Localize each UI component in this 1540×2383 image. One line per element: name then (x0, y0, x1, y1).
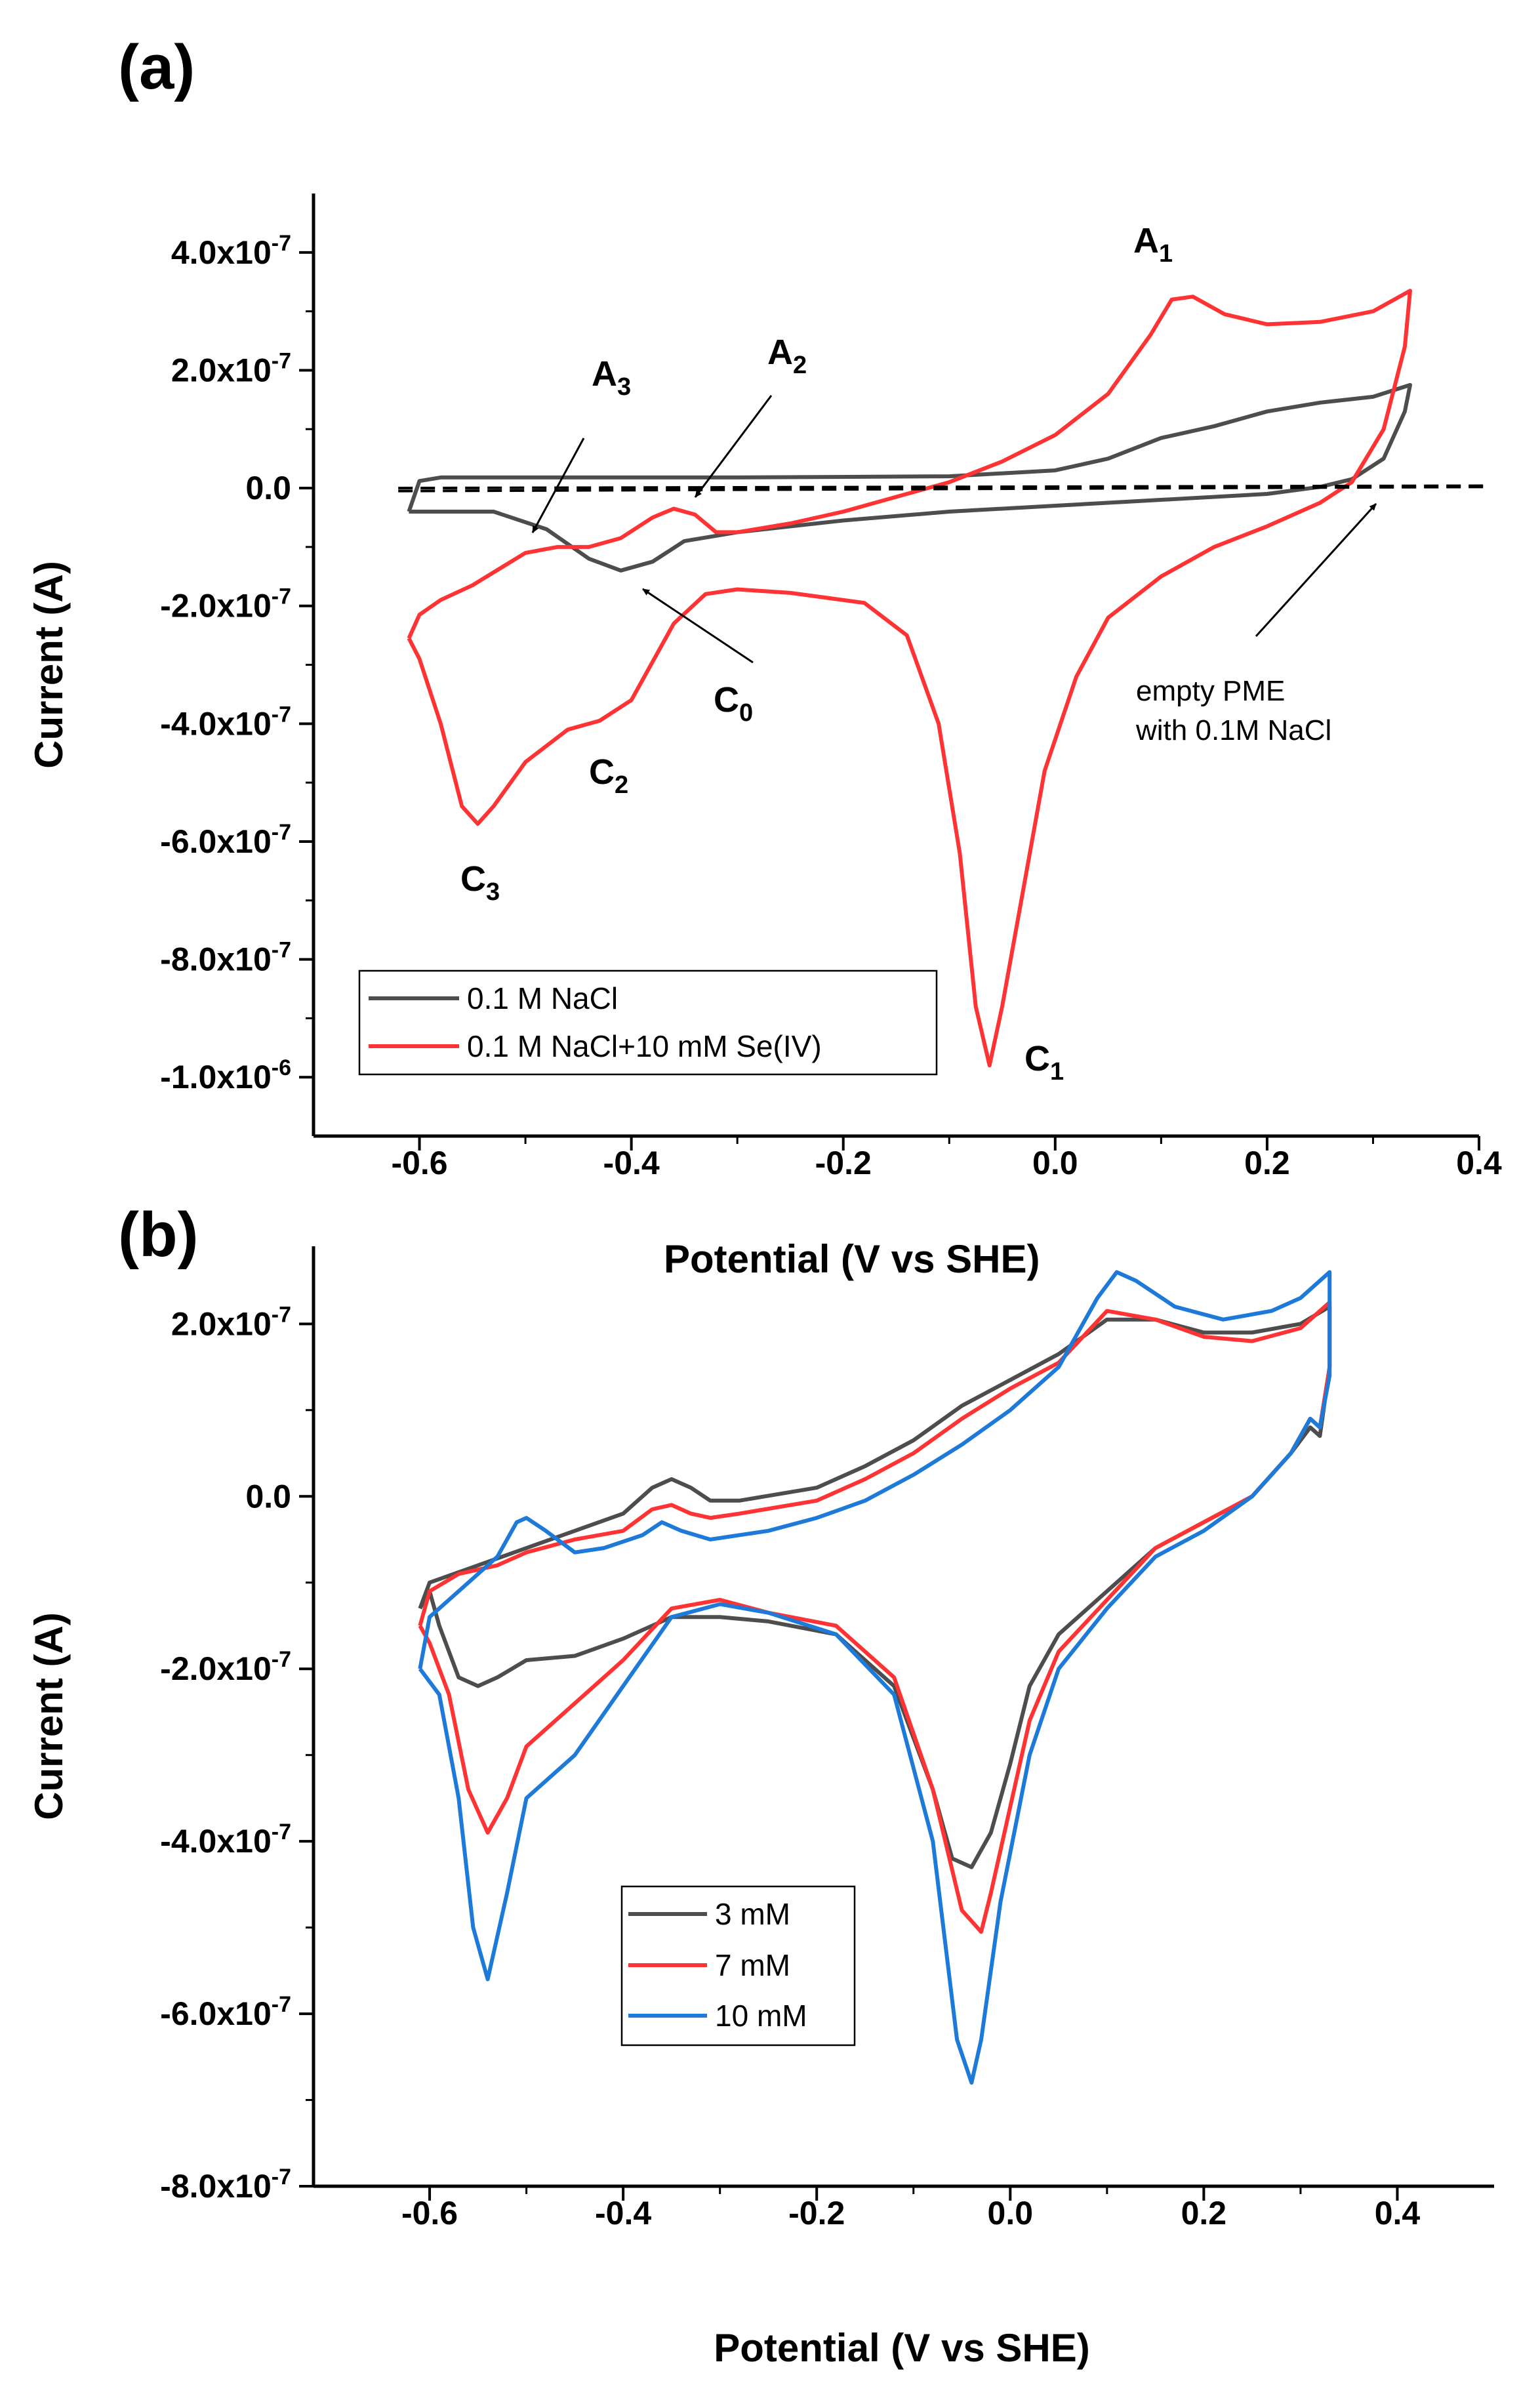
peak-label-c1-main: C (1024, 1039, 1050, 1078)
svg-text:C1: C1 (1024, 1039, 1064, 1086)
note-empty-pme-line2: with 0.1M NaCl (1135, 714, 1331, 746)
peak-label-c2-main: C (589, 752, 615, 792)
panel-a-x-tick-label: -0.6 (391, 1145, 447, 1181)
panel-b-y-tick-label: -8.0x10-7 (160, 2165, 291, 2205)
panel-a-x-tick-label: -0.2 (815, 1145, 872, 1181)
panel-a-series-1 (407, 289, 1412, 1068)
panel-b-axes: -0.6 -0.4 -0.2 0.0 0.2 0.4 2.0x10-7 0.0 -2.0x10-… (160, 1246, 1494, 2231)
panel-b-series-1 (418, 1300, 1332, 1934)
panel-a-x-tick-label: 0.0 (1032, 1145, 1078, 1181)
peak-label-c1: C1 (1024, 1039, 1064, 1086)
arrow-a2 (694, 395, 773, 498)
peak-label-a2: A2 (767, 333, 807, 379)
panel-b-y-tick-label: -4.0x10-7 (160, 1820, 291, 1860)
panel-b-y-tick-label: 0.0 (245, 1478, 291, 1515)
peak-label-a1-sub: 1 (1159, 240, 1173, 268)
peak-label-a3-main: A (592, 354, 617, 394)
panel-a-axes: -0.6 -0.4 -0.2 0.0 0.2 0.4 4.0x10-7 2.0x10-7 0.0… (160, 193, 1502, 1181)
panel-b-x-tick-label: -0.2 (788, 2195, 845, 2231)
peak-label-c0-main: C (714, 680, 739, 720)
arrow-a3 (531, 438, 585, 533)
panel-a-y-tick-label: 0.0 (245, 470, 291, 506)
svg-text:A2: A2 (767, 333, 807, 379)
panel-b-chart: (b) Potential (V vs SHE) -0.6 -0.4 -0.2 0.0… (27, 1200, 1494, 2370)
peak-label-a1-main: A (1133, 221, 1159, 260)
legend-label-nacl: 0.1 M NaCl (467, 981, 618, 1015)
svg-text:C0: C0 (714, 680, 753, 727)
panel-b-label: (b) (118, 1200, 199, 1270)
legend-label-nacl-se: 0.1 M NaCl+10 mM Se(IV) (467, 1029, 822, 1063)
peak-label-a3-sub: 3 (617, 373, 631, 401)
panel-a-y-tick-label: -8.0x10-7 (160, 938, 291, 978)
panel-a-y-tick-label: 4.0x10-7 (171, 231, 291, 271)
panel-a-series (398, 289, 1490, 1068)
peak-label-a3: A3 (592, 354, 631, 401)
panel-a-x-tick-label: -0.4 (603, 1145, 660, 1181)
panel-a-series-2 (398, 485, 1490, 493)
legend-label-3mm: 3 mM (715, 1897, 790, 1931)
panel-a-series-0 (407, 382, 1412, 573)
panel-a-y-axis-title: Current (A) (27, 561, 71, 769)
panel-a-label: (a) (118, 32, 195, 102)
panel-a-y-tick-label: -1.0x10-6 (160, 1055, 291, 1095)
panel-a-legend: 0.1 M NaCl 0.1 M NaCl+10 mM Se(IV) (358, 969, 938, 1076)
panel-a-series-3 (398, 484, 1490, 490)
panel-b-y-tick-label: -6.0x10-7 (160, 1992, 291, 2032)
peak-label-c3-sub: 3 (486, 878, 500, 906)
panel-b-x-tick-label: 0.4 (1375, 2195, 1421, 2231)
arrow-c0 (642, 588, 754, 664)
peak-label-c1-sub: 1 (1050, 1058, 1064, 1086)
peak-label-a1: A1 (1133, 221, 1173, 268)
panel-a-y-tick-label: -6.0x10-7 (160, 820, 291, 860)
panel-b-series-0 (418, 1305, 1332, 1869)
legend-label-10mm: 10 mM (715, 1999, 807, 2033)
peak-label-a2-sub: 2 (793, 352, 807, 379)
panel-a-y-tick-label: 2.0x10-7 (171, 348, 291, 388)
arrow-empty-pme (1255, 502, 1377, 638)
legend-label-7mm: 7 mM (715, 1948, 790, 1982)
panel-b-x-tick-label: 0.2 (1181, 2195, 1227, 2231)
panel-b-x-tick-label: -0.4 (595, 2195, 651, 2231)
svg-text:C2: C2 (589, 752, 628, 799)
peak-label-c2: C2 (589, 752, 628, 799)
peak-label-c3: C3 (460, 859, 500, 906)
panel-a-x-axis-title: Potential (V vs SHE) (664, 1237, 1040, 1281)
panel-b-legend: 3 mM 7 mM 10 mM (620, 1885, 856, 2047)
peak-label-c2-sub: 2 (615, 771, 628, 799)
panel-b-y-tick-label: 2.0x10-7 (171, 1302, 291, 1342)
panel-b-y-tick-label: -2.0x10-7 (160, 1647, 291, 1687)
panel-a-chart: (a) -0.6 -0.4 -0.2 0.0 0.2 0.4 4.0x10-7 2.0x10-… (27, 32, 1502, 1181)
panel-b-y-axis-title: Current (A) (27, 1612, 71, 1820)
peak-label-c0: C0 (714, 680, 753, 727)
panel-b-x-tick-label: 0.0 (988, 2195, 1034, 2231)
peak-label-c3-main: C (460, 859, 486, 899)
panel-b-series-2 (418, 1270, 1332, 2085)
note-empty-pme-line1: empty PME (1136, 675, 1285, 707)
svg-text:A3: A3 (592, 354, 631, 401)
panel-a-y-tick-label: -4.0x10-7 (160, 702, 291, 742)
peak-label-c0-sub: 0 (739, 699, 753, 727)
svg-text:C3: C3 (460, 859, 500, 906)
panel-a-x-tick-label: 0.4 (1456, 1145, 1502, 1181)
panel-a-y-tick-label: -2.0x10-7 (160, 584, 291, 624)
svg-text:A1: A1 (1133, 221, 1173, 268)
panel-a-x-tick-label: 0.2 (1244, 1145, 1290, 1181)
peak-label-a2-main: A (767, 333, 793, 372)
panel-b-x-tick-label: -0.6 (401, 2195, 458, 2231)
panel-b-x-axis-title: Potential (V vs SHE) (714, 2326, 1089, 2370)
panel-b-series (418, 1270, 1332, 2085)
